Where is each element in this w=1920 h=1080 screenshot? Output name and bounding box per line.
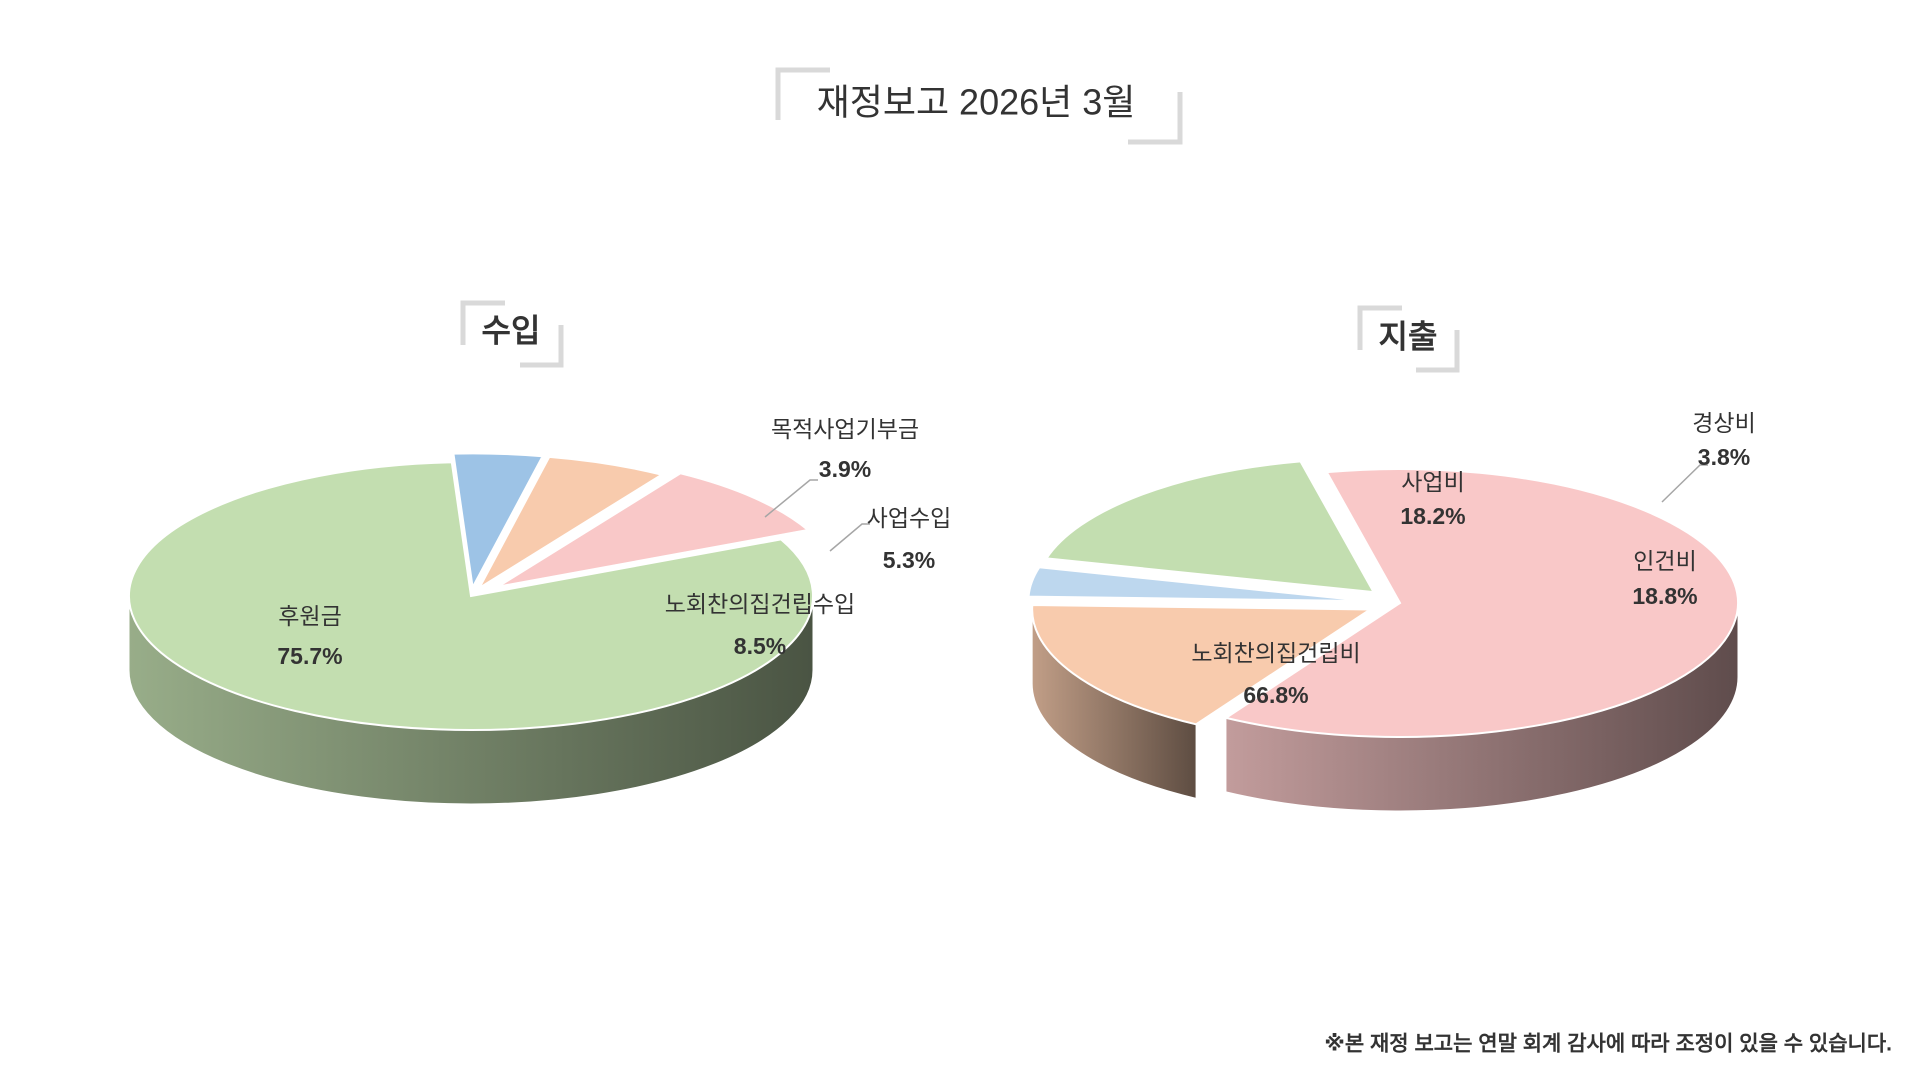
bracket: [1357, 305, 1402, 350]
slice: [128, 461, 814, 731]
slice-label: 노회찬의집건립수입: [665, 591, 855, 617]
value-label: 18.8%: [1632, 583, 1697, 609]
footnote: ※본 재정 보고는 연말 회계 감사에 따라 조정이 있을 수 있습니다.: [1324, 1033, 1892, 1056]
bracket: [1128, 92, 1183, 145]
pie-title: 지출: [1379, 318, 1438, 354]
slice: [476, 455, 665, 591]
bracket: [1416, 330, 1460, 373]
value-label: 3.9%: [819, 456, 871, 482]
slice-label: 사업비: [1401, 469, 1464, 495]
slice-label: 사업수입: [867, 505, 952, 531]
leader-line: [764, 479, 818, 518]
pie-title: 수입: [482, 312, 541, 348]
slice: [1044, 460, 1376, 594]
slice-label: 후원금: [278, 603, 341, 629]
slice: [452, 452, 545, 591]
value-label: 3.8%: [1698, 444, 1750, 470]
leader-line: [829, 523, 870, 552]
leader-line: [1661, 464, 1708, 503]
bracket: [520, 325, 564, 368]
slice-label: 인건비: [1633, 548, 1696, 574]
slice: [497, 472, 811, 588]
value-label: 75.7%: [277, 643, 342, 669]
value-label: 8.5%: [734, 633, 786, 659]
bracket: [460, 300, 505, 345]
slice-label: 경상비: [1692, 410, 1755, 436]
slice-label: 목적사업기부금: [771, 416, 919, 442]
slice: [1027, 566, 1367, 603]
value-label: 66.8%: [1243, 682, 1308, 708]
slice: [1223, 468, 1739, 738]
value-label: 18.2%: [1400, 503, 1465, 529]
bracket: [775, 67, 830, 120]
slice: [1031, 604, 1374, 726]
slice-label: 노회찬의집건립비: [1191, 640, 1360, 666]
value-label: 5.3%: [883, 547, 935, 573]
page-title: 재정보고 2026년 3월: [817, 82, 1136, 123]
